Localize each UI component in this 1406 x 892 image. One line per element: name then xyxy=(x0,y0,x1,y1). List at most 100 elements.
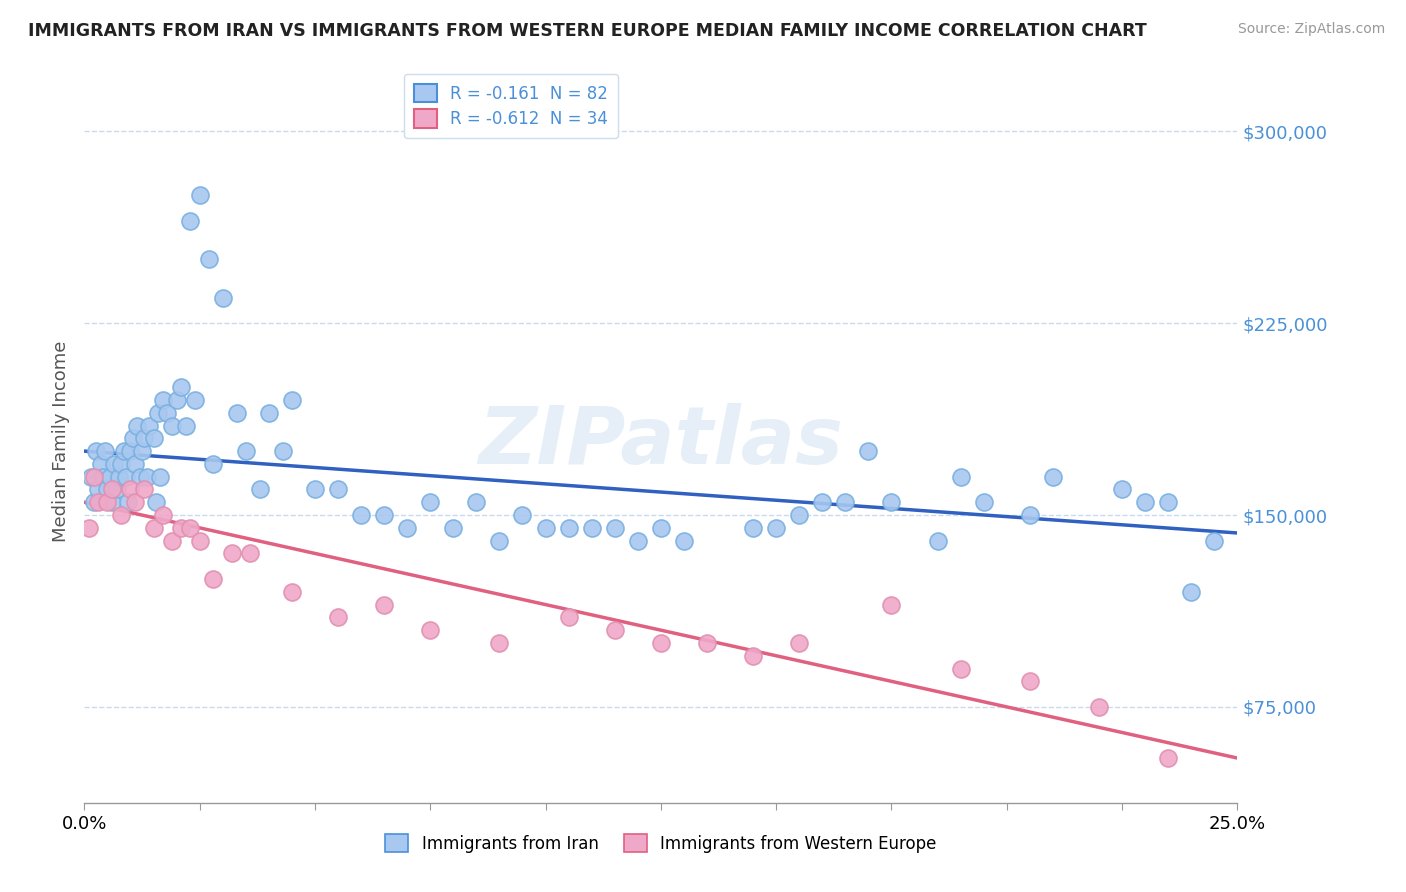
Point xyxy=(488,533,510,548)
Point xyxy=(120,444,142,458)
Point xyxy=(603,623,626,637)
Point xyxy=(880,598,903,612)
Point xyxy=(188,533,211,548)
Point xyxy=(581,521,603,535)
Point xyxy=(811,495,834,509)
Point xyxy=(1018,674,1040,689)
Point xyxy=(304,483,326,497)
Point xyxy=(134,431,156,445)
Point xyxy=(696,636,718,650)
Point xyxy=(184,392,207,407)
Point xyxy=(1018,508,1040,522)
Point xyxy=(117,495,139,509)
Point xyxy=(87,495,110,509)
Point xyxy=(373,598,395,612)
Point xyxy=(1157,495,1180,509)
Point xyxy=(135,469,157,483)
Point xyxy=(134,483,156,497)
Point xyxy=(221,546,243,560)
Point xyxy=(149,469,172,483)
Point xyxy=(1042,469,1064,483)
Point xyxy=(650,636,672,650)
Point xyxy=(603,521,626,535)
Point xyxy=(765,521,787,535)
Point xyxy=(249,483,271,497)
Point xyxy=(124,495,146,509)
Point xyxy=(1111,483,1133,497)
Point xyxy=(105,483,128,497)
Point xyxy=(98,469,121,483)
Point xyxy=(166,392,188,407)
Point xyxy=(373,508,395,522)
Point xyxy=(326,483,349,497)
Point xyxy=(419,623,441,637)
Point xyxy=(1204,533,1226,548)
Point xyxy=(557,521,579,535)
Point xyxy=(115,469,138,483)
Point xyxy=(202,457,225,471)
Point xyxy=(77,521,100,535)
Point xyxy=(142,431,165,445)
Point xyxy=(83,495,105,509)
Text: Source: ZipAtlas.com: Source: ZipAtlas.com xyxy=(1237,22,1385,37)
Point xyxy=(787,636,810,650)
Point xyxy=(742,521,765,535)
Point xyxy=(83,469,105,483)
Point xyxy=(96,483,118,497)
Point xyxy=(512,508,534,522)
Point xyxy=(188,188,211,202)
Point xyxy=(235,444,257,458)
Point xyxy=(170,521,193,535)
Point xyxy=(131,444,153,458)
Point xyxy=(112,444,135,458)
Point xyxy=(103,457,125,471)
Point xyxy=(80,469,103,483)
Point xyxy=(91,469,114,483)
Point xyxy=(128,469,150,483)
Point xyxy=(96,495,118,509)
Point xyxy=(534,521,557,535)
Point xyxy=(949,661,972,675)
Legend: Immigrants from Iran, Immigrants from Western Europe: Immigrants from Iran, Immigrants from We… xyxy=(378,828,943,860)
Point xyxy=(419,495,441,509)
Point xyxy=(326,610,349,624)
Point xyxy=(89,457,111,471)
Point xyxy=(94,444,117,458)
Point xyxy=(787,508,810,522)
Point xyxy=(152,508,174,522)
Point xyxy=(441,521,464,535)
Point xyxy=(225,406,247,420)
Point xyxy=(1180,584,1202,599)
Text: IMMIGRANTS FROM IRAN VS IMMIGRANTS FROM WESTERN EUROPE MEDIAN FAMILY INCOME CORR: IMMIGRANTS FROM IRAN VS IMMIGRANTS FROM … xyxy=(28,22,1147,40)
Point xyxy=(949,469,972,483)
Point xyxy=(880,495,903,509)
Point xyxy=(101,483,124,497)
Point xyxy=(281,392,304,407)
Point xyxy=(257,406,280,420)
Point xyxy=(179,214,201,228)
Point xyxy=(160,418,183,433)
Point xyxy=(110,457,132,471)
Point xyxy=(156,406,179,420)
Point xyxy=(152,392,174,407)
Point xyxy=(465,495,488,509)
Point xyxy=(84,444,107,458)
Point xyxy=(179,521,201,535)
Point xyxy=(145,495,167,509)
Point xyxy=(627,533,650,548)
Text: ZIPatlas: ZIPatlas xyxy=(478,402,844,481)
Point xyxy=(174,418,197,433)
Point xyxy=(488,636,510,650)
Point xyxy=(557,610,579,624)
Y-axis label: Median Family Income: Median Family Income xyxy=(52,341,70,542)
Point xyxy=(239,546,262,560)
Point xyxy=(146,406,169,420)
Point xyxy=(1088,699,1111,714)
Point xyxy=(1157,751,1180,765)
Point xyxy=(87,483,110,497)
Point xyxy=(650,521,672,535)
Point xyxy=(281,584,304,599)
Point xyxy=(142,521,165,535)
Point xyxy=(672,533,695,548)
Point xyxy=(202,572,225,586)
